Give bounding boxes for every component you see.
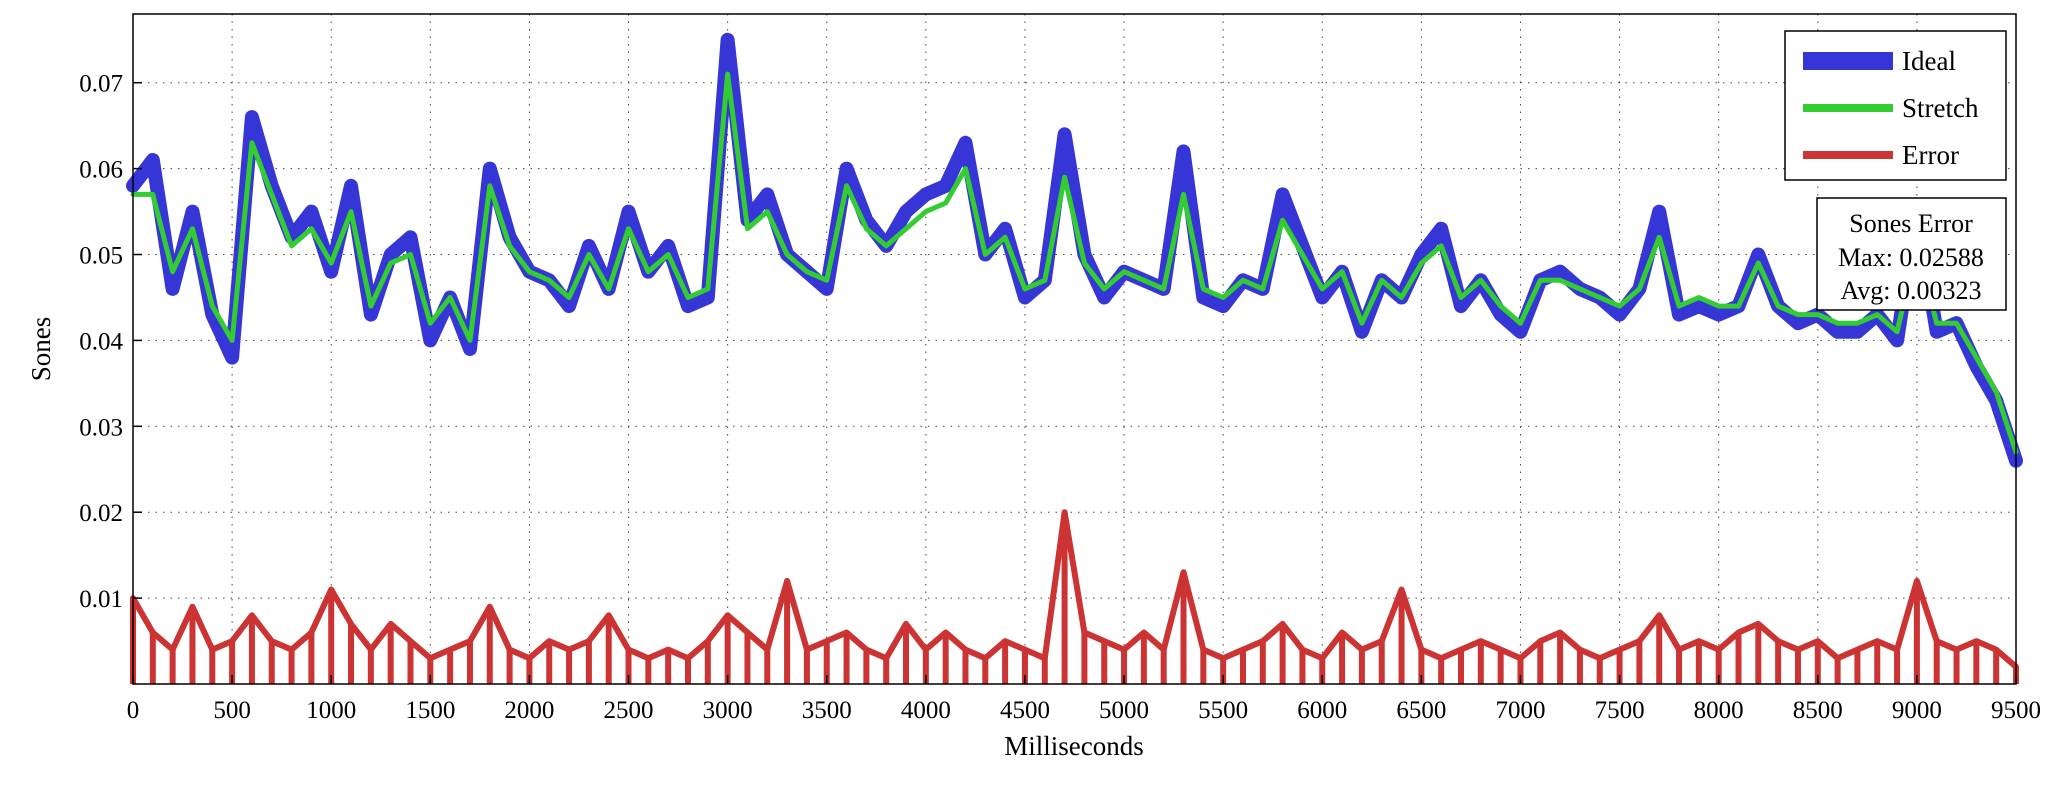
x-tick-label: 5000 bbox=[1099, 697, 1149, 724]
x-tick-label: 8500 bbox=[1793, 697, 1843, 724]
legend-label-error: Error bbox=[1902, 140, 1959, 170]
series-group bbox=[126, 32, 2023, 684]
y-tick-label: 0.07 bbox=[79, 71, 123, 98]
series-line-stretch bbox=[130, 71, 2019, 455]
error-stats-max: Max: 0.02588 bbox=[1838, 243, 1984, 272]
error-stats-title: Sones Error bbox=[1849, 209, 1973, 238]
x-tick-label: 1000 bbox=[306, 697, 356, 724]
error-stats-avg: Avg: 0.00323 bbox=[1840, 276, 1981, 305]
x-tick-label: 8000 bbox=[1694, 697, 1744, 724]
x-tick-label: 5500 bbox=[1198, 697, 1248, 724]
x-tick-label: 9000 bbox=[1892, 697, 1942, 724]
x-tick-label: 6000 bbox=[1297, 697, 1347, 724]
x-tick-label: 0 bbox=[127, 697, 140, 724]
y-tick-label: 0.02 bbox=[79, 500, 123, 527]
x-tick-label: 9500 bbox=[1991, 697, 2041, 724]
legend-label-stretch: Stretch bbox=[1902, 93, 1979, 123]
x-tick-label: 2500 bbox=[604, 697, 654, 724]
axis-ticks: 0 500 1000 1500 2000 2500 3000 3500 4000 4500 5000… bbox=[79, 71, 2041, 724]
x-axis-title: Milliseconds bbox=[1004, 731, 1144, 761]
x-tick-label: 7000 bbox=[1495, 697, 1545, 724]
x-tick-label: 4000 bbox=[901, 697, 951, 724]
x-tick-label: 3000 bbox=[703, 697, 753, 724]
x-tick-label: 1500 bbox=[405, 697, 455, 724]
x-tick-label: 7500 bbox=[1595, 697, 1645, 724]
plot-frame bbox=[132, 13, 2017, 685]
error-stats-frame bbox=[1816, 197, 2007, 311]
y-tick-label: 0.06 bbox=[79, 157, 123, 184]
error-stats-box: Sones Error Max: 0.02588 Avg: 0.00323 bbox=[1816, 197, 2007, 311]
x-tick-label: 3500 bbox=[802, 697, 852, 724]
x-tick-label: 500 bbox=[213, 697, 251, 724]
y-tick-label: 0.05 bbox=[79, 243, 123, 270]
x-tick-label: 2000 bbox=[504, 697, 554, 724]
y-tick-label: 0.04 bbox=[79, 328, 123, 355]
legend-label-ideal: Ideal bbox=[1902, 46, 1956, 76]
y-axis-title: Sones bbox=[26, 317, 56, 382]
y-tick-label: 0.01 bbox=[79, 586, 123, 613]
series-line-error bbox=[130, 509, 2019, 670]
x-tick-label: 6500 bbox=[1396, 697, 1446, 724]
legend: Ideal Stretch Error bbox=[1784, 30, 2007, 181]
x-tick-label: 4500 bbox=[1000, 697, 1050, 724]
y-tick-label: 0.03 bbox=[79, 414, 123, 441]
